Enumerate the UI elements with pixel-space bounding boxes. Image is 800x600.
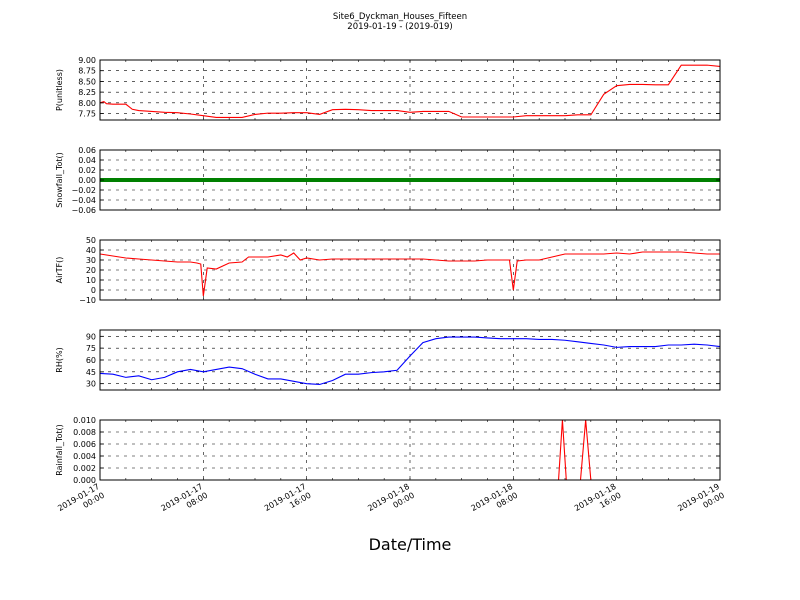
y-axis-label: P(unitless) [55,69,64,111]
y-tick-label: 0.006 [73,440,96,449]
series-line [100,64,720,118]
panel-5: 0.000 0.002 0.004 0.006 0.008 0.010 Rainfall_T… [55,416,721,485]
y-tick-label: 7.75 [78,110,96,119]
panel-2: −0.06−0.04−0.020.000.020.040.06 Snowfall_… [55,146,721,215]
series-line [100,336,720,386]
panel-frame [99,419,721,481]
y-axis-label: RH(%) [55,347,64,372]
y-tick-label: 30 [86,256,96,265]
x-tick-label: 2019-01-1808:00 [470,482,520,522]
y-tick-label: 8.50 [78,77,96,86]
series-line [100,251,720,297]
y-tick-label: 0.010 [73,416,96,425]
panel-frame [99,59,721,121]
y-tick-label: 0.04 [78,156,96,165]
x-tick-label: 2019-01-1708:00 [160,482,210,522]
y-tick-label: 45 [86,368,96,377]
y-tick-label: 0.002 [73,464,96,473]
y-tick-label: 0.000 [73,476,96,485]
y-tick-label: 0.008 [73,428,96,437]
x-axis-title: Date/Time [369,535,452,554]
x-tick-label: 2019-01-1700:00 [56,482,106,522]
y-tick-label: 90 [86,332,96,341]
y-axis-label: AirTF() [55,257,64,284]
y-tick-label: −0.06 [71,206,96,215]
x-tick-label: 2019-01-1816:00 [573,482,623,522]
panel-4: 30 45 60 75 90 RH(%) [55,329,721,391]
y-tick-label: 9.00 [78,56,96,65]
y-tick-label: 0.004 [73,452,96,461]
y-tick-label: 8.25 [78,88,96,97]
y-tick-label: −0.04 [71,196,96,205]
chart-title: Site6_Dyckman_Houses_Fifteen [333,12,467,22]
y-tick-label: 0.00 [78,176,96,185]
panel-1: 7.75 8.00 8.25 8.508.75 9.00 P(unitless) [55,56,721,121]
y-tick-label: 0.02 [78,166,96,175]
chart-subtitle: 2019-01-19 - (2019-019) [347,22,452,32]
y-tick-label: 75 [86,344,96,353]
y-tick-label: 40 [86,246,96,255]
y-tick-label: 50 [86,236,96,245]
panels-group: 7.75 8.00 8.25 8.508.75 9.00 P(unitless) −0.06… [55,56,721,485]
series-line [100,420,720,480]
y-axis-label: Snowfall_Tot() [55,152,64,208]
y-tick-label: −10 [79,296,96,305]
y-tick-label: 60 [86,356,96,365]
y-tick-label: 8.75 [78,67,96,76]
x-tick-label: 2019-01-1800:00 [366,482,416,522]
y-tick-label: 8.00 [78,99,96,108]
x-axis-labels: 2019-01-1700:00 2019-01-1708:00 2019-01-17… [56,482,726,522]
x-tick-label: 2019-01-1900:00 [676,482,726,522]
y-tick-label: −0.02 [71,186,96,195]
y-tick-label: 0.06 [78,146,96,155]
y-tick-label: 10 [86,276,96,285]
y-tick-label: 20 [86,266,96,275]
y-axis-label: Rainfall_Tot() [55,424,64,476]
y-tick-label: 0 [91,286,96,295]
y-tick-label: 30 [86,380,96,389]
x-tick-label: 2019-01-1716:00 [263,482,313,522]
